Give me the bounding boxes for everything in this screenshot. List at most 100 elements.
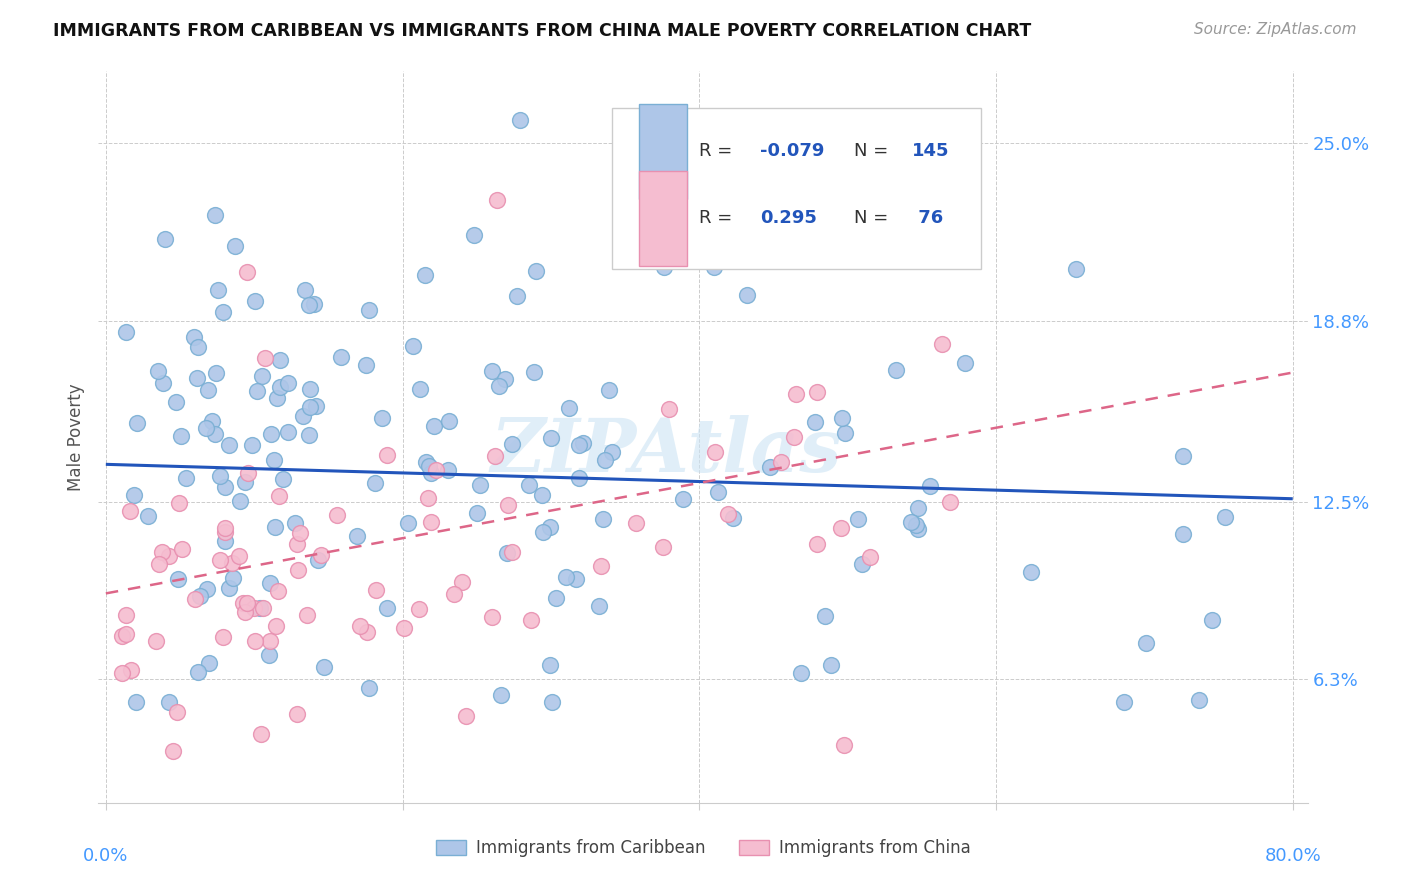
Point <box>672 491 695 506</box>
Point <box>115 626 138 640</box>
Text: 145: 145 <box>912 142 949 160</box>
Point <box>572 436 595 450</box>
Point <box>558 401 581 416</box>
Point <box>124 488 146 502</box>
Point <box>269 353 291 368</box>
Point <box>364 582 387 597</box>
Point <box>263 520 285 534</box>
Point <box>231 596 253 610</box>
Bar <box>638 103 688 199</box>
Y-axis label: Male Poverty: Male Poverty <box>67 384 86 491</box>
Text: 76: 76 <box>912 210 943 227</box>
Point <box>267 583 290 598</box>
Point <box>830 521 852 535</box>
Point <box>1135 636 1157 650</box>
Point <box>538 658 561 673</box>
Point <box>169 429 191 443</box>
Point <box>409 382 432 396</box>
Point <box>484 449 506 463</box>
Point <box>205 366 228 380</box>
Point <box>589 558 612 573</box>
Point <box>900 515 922 529</box>
Point <box>465 507 488 521</box>
Point <box>486 194 509 208</box>
Point <box>259 648 281 663</box>
Point <box>851 558 873 572</box>
Point <box>152 376 174 390</box>
Point <box>207 283 229 297</box>
Point <box>593 453 616 467</box>
Point <box>530 488 553 502</box>
Point <box>354 358 377 372</box>
Point <box>204 208 226 222</box>
Text: 0.295: 0.295 <box>759 210 817 227</box>
Point <box>167 572 190 586</box>
Text: N =: N = <box>855 210 900 227</box>
Point <box>218 581 240 595</box>
Point <box>375 448 398 462</box>
Point <box>481 364 503 378</box>
Point <box>598 383 620 397</box>
Point <box>1215 509 1237 524</box>
Point <box>236 466 259 480</box>
Point <box>832 739 855 753</box>
Point <box>259 634 281 648</box>
Point <box>1173 526 1195 541</box>
Point <box>152 545 174 559</box>
Point <box>298 400 321 414</box>
Text: IMMIGRANTS FROM CARIBBEAN VS IMMIGRANTS FROM CHINA MALE POVERTY CORRELATION CHAR: IMMIGRANTS FROM CARIBBEAN VS IMMIGRANTS … <box>53 22 1032 40</box>
Point <box>859 550 882 565</box>
Point <box>509 113 531 128</box>
Point <box>246 384 269 398</box>
Point <box>277 376 299 391</box>
Point <box>260 426 283 441</box>
Text: Source: ZipAtlas.com: Source: ZipAtlas.com <box>1194 22 1357 37</box>
Point <box>233 605 256 619</box>
Point <box>111 665 134 680</box>
Point <box>834 425 856 440</box>
Point <box>284 516 307 530</box>
Point <box>243 601 266 615</box>
Point <box>195 421 218 435</box>
Point <box>703 260 725 274</box>
Point <box>170 541 193 556</box>
Bar <box>638 171 688 266</box>
FancyBboxPatch shape <box>613 108 981 268</box>
Point <box>250 369 273 384</box>
Point <box>221 571 243 585</box>
Point <box>111 629 134 643</box>
Point <box>212 630 235 644</box>
Point <box>236 596 259 610</box>
Point <box>346 529 368 543</box>
Point <box>145 633 167 648</box>
Point <box>249 727 271 741</box>
Point <box>224 239 246 253</box>
Point <box>146 363 169 377</box>
Point <box>285 706 308 721</box>
Point <box>277 425 299 439</box>
Point <box>419 467 441 481</box>
Text: R =: R = <box>699 142 738 160</box>
Point <box>198 656 221 670</box>
Point <box>326 508 349 522</box>
Point <box>652 540 675 554</box>
Point <box>245 634 267 648</box>
Point <box>195 582 218 596</box>
Point <box>243 294 266 309</box>
Point <box>496 546 519 560</box>
Point <box>214 534 236 549</box>
Point <box>938 494 960 508</box>
Point <box>375 600 398 615</box>
Point <box>831 411 853 425</box>
Point <box>494 372 516 386</box>
Point <box>204 427 226 442</box>
Point <box>463 227 485 242</box>
Point <box>125 416 148 430</box>
Point <box>242 438 264 452</box>
Point <box>211 305 233 319</box>
Point <box>153 232 176 246</box>
Point <box>148 557 170 571</box>
Point <box>271 472 294 486</box>
Point <box>138 508 160 523</box>
Point <box>1064 262 1087 277</box>
